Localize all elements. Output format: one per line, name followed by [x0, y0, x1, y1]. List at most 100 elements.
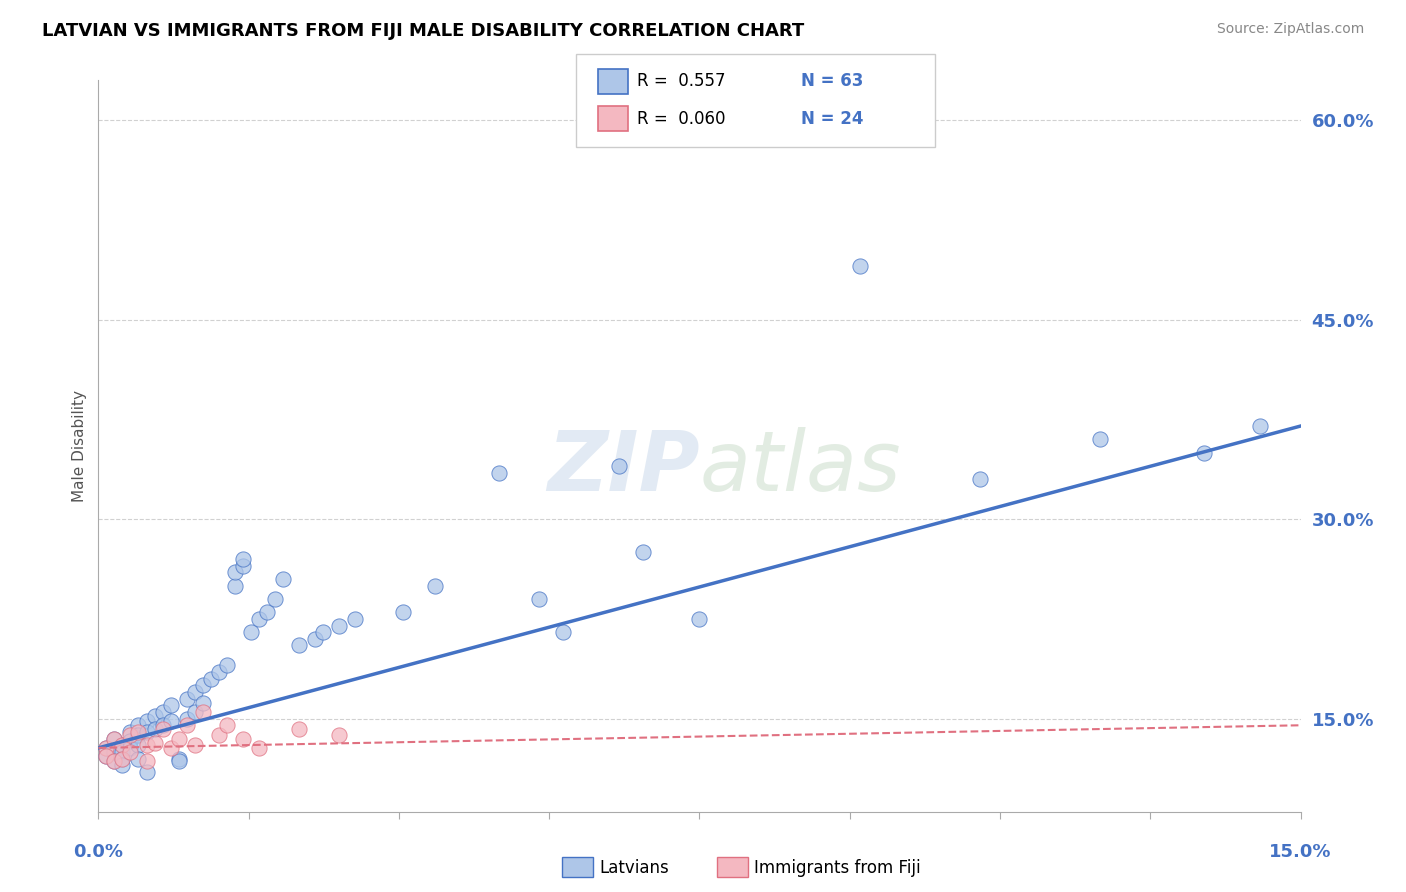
Point: [200, 672, 222, 686]
Text: 15.0%: 15.0%: [1270, 843, 1331, 861]
Point: [224, 566, 246, 580]
Point: [688, 612, 710, 626]
Point: [191, 696, 214, 710]
Point: [135, 764, 157, 779]
Point: [239, 625, 262, 640]
Text: Source: ZipAtlas.com: Source: ZipAtlas.com: [1216, 22, 1364, 37]
Point: [111, 738, 134, 752]
Point: [128, 728, 150, 742]
Point: [120, 745, 142, 759]
Point: [423, 579, 446, 593]
Point: [120, 734, 142, 748]
Point: [159, 714, 181, 729]
Point: [183, 738, 205, 752]
Point: [111, 738, 134, 752]
Point: [176, 691, 198, 706]
Point: [529, 591, 551, 606]
Point: [176, 712, 198, 726]
Text: R =  0.060: R = 0.060: [637, 110, 725, 128]
Text: N = 24: N = 24: [801, 110, 863, 128]
Point: [96, 740, 118, 755]
Point: [208, 665, 231, 679]
Point: [103, 754, 125, 768]
Point: [152, 718, 174, 732]
Point: [120, 740, 142, 755]
Point: [288, 723, 311, 737]
Point: [96, 740, 118, 755]
Text: Latvians: Latvians: [599, 859, 669, 877]
Text: atlas: atlas: [699, 427, 901, 508]
Text: LATVIAN VS IMMIGRANTS FROM FIJI MALE DISABILITY CORRELATION CHART: LATVIAN VS IMMIGRANTS FROM FIJI MALE DIS…: [42, 22, 804, 40]
Text: R =  0.557: R = 0.557: [637, 72, 725, 90]
Point: [111, 751, 134, 765]
Point: [1250, 419, 1272, 434]
Point: [159, 740, 181, 755]
Text: Immigrants from Fiji: Immigrants from Fiji: [754, 859, 921, 877]
Point: [128, 751, 150, 765]
Point: [609, 458, 631, 473]
Point: [488, 466, 510, 480]
Point: [167, 754, 190, 768]
Point: [232, 552, 254, 566]
Text: ZIP: ZIP: [547, 427, 699, 508]
Text: 0.0%: 0.0%: [73, 843, 124, 861]
Point: [191, 705, 214, 719]
Point: [183, 705, 205, 719]
Point: [208, 728, 231, 742]
Point: [1088, 433, 1111, 447]
Point: [135, 738, 157, 752]
Point: [328, 618, 350, 632]
Point: [256, 605, 278, 619]
Point: [96, 748, 118, 763]
Point: [304, 632, 326, 646]
Point: [224, 579, 246, 593]
Point: [103, 754, 125, 768]
Point: [215, 658, 238, 673]
Point: [633, 545, 655, 559]
Point: [191, 678, 214, 692]
Point: [271, 572, 294, 586]
Point: [392, 605, 415, 619]
Point: [183, 685, 205, 699]
Point: [103, 731, 125, 746]
Point: [232, 558, 254, 573]
Point: [143, 709, 166, 723]
Point: [159, 698, 181, 713]
Point: [849, 260, 872, 274]
Point: [176, 718, 198, 732]
Point: [215, 718, 238, 732]
Point: [120, 728, 142, 742]
Point: [328, 728, 350, 742]
Point: [152, 705, 174, 719]
Point: [135, 754, 157, 768]
Point: [143, 735, 166, 749]
Point: [247, 740, 270, 755]
Point: [128, 718, 150, 732]
Point: [152, 723, 174, 737]
Point: [128, 725, 150, 739]
Point: [103, 745, 125, 759]
Point: [232, 731, 254, 746]
Text: N = 63: N = 63: [801, 72, 863, 90]
Point: [111, 751, 134, 765]
Point: [553, 625, 575, 640]
Point: [167, 751, 190, 765]
Point: [969, 472, 991, 486]
Point: [111, 745, 134, 759]
Point: [103, 731, 125, 746]
Point: [128, 738, 150, 752]
Point: [167, 731, 190, 746]
Point: [143, 723, 166, 737]
Point: [288, 639, 311, 653]
Point: [312, 625, 335, 640]
Point: [135, 725, 157, 739]
Point: [111, 758, 134, 772]
Point: [247, 612, 270, 626]
Point: [263, 591, 285, 606]
Point: [135, 714, 157, 729]
Point: [120, 725, 142, 739]
Point: [343, 612, 366, 626]
Point: [1194, 445, 1216, 459]
Point: [96, 748, 118, 763]
Y-axis label: Male Disability: Male Disability: [72, 390, 87, 502]
